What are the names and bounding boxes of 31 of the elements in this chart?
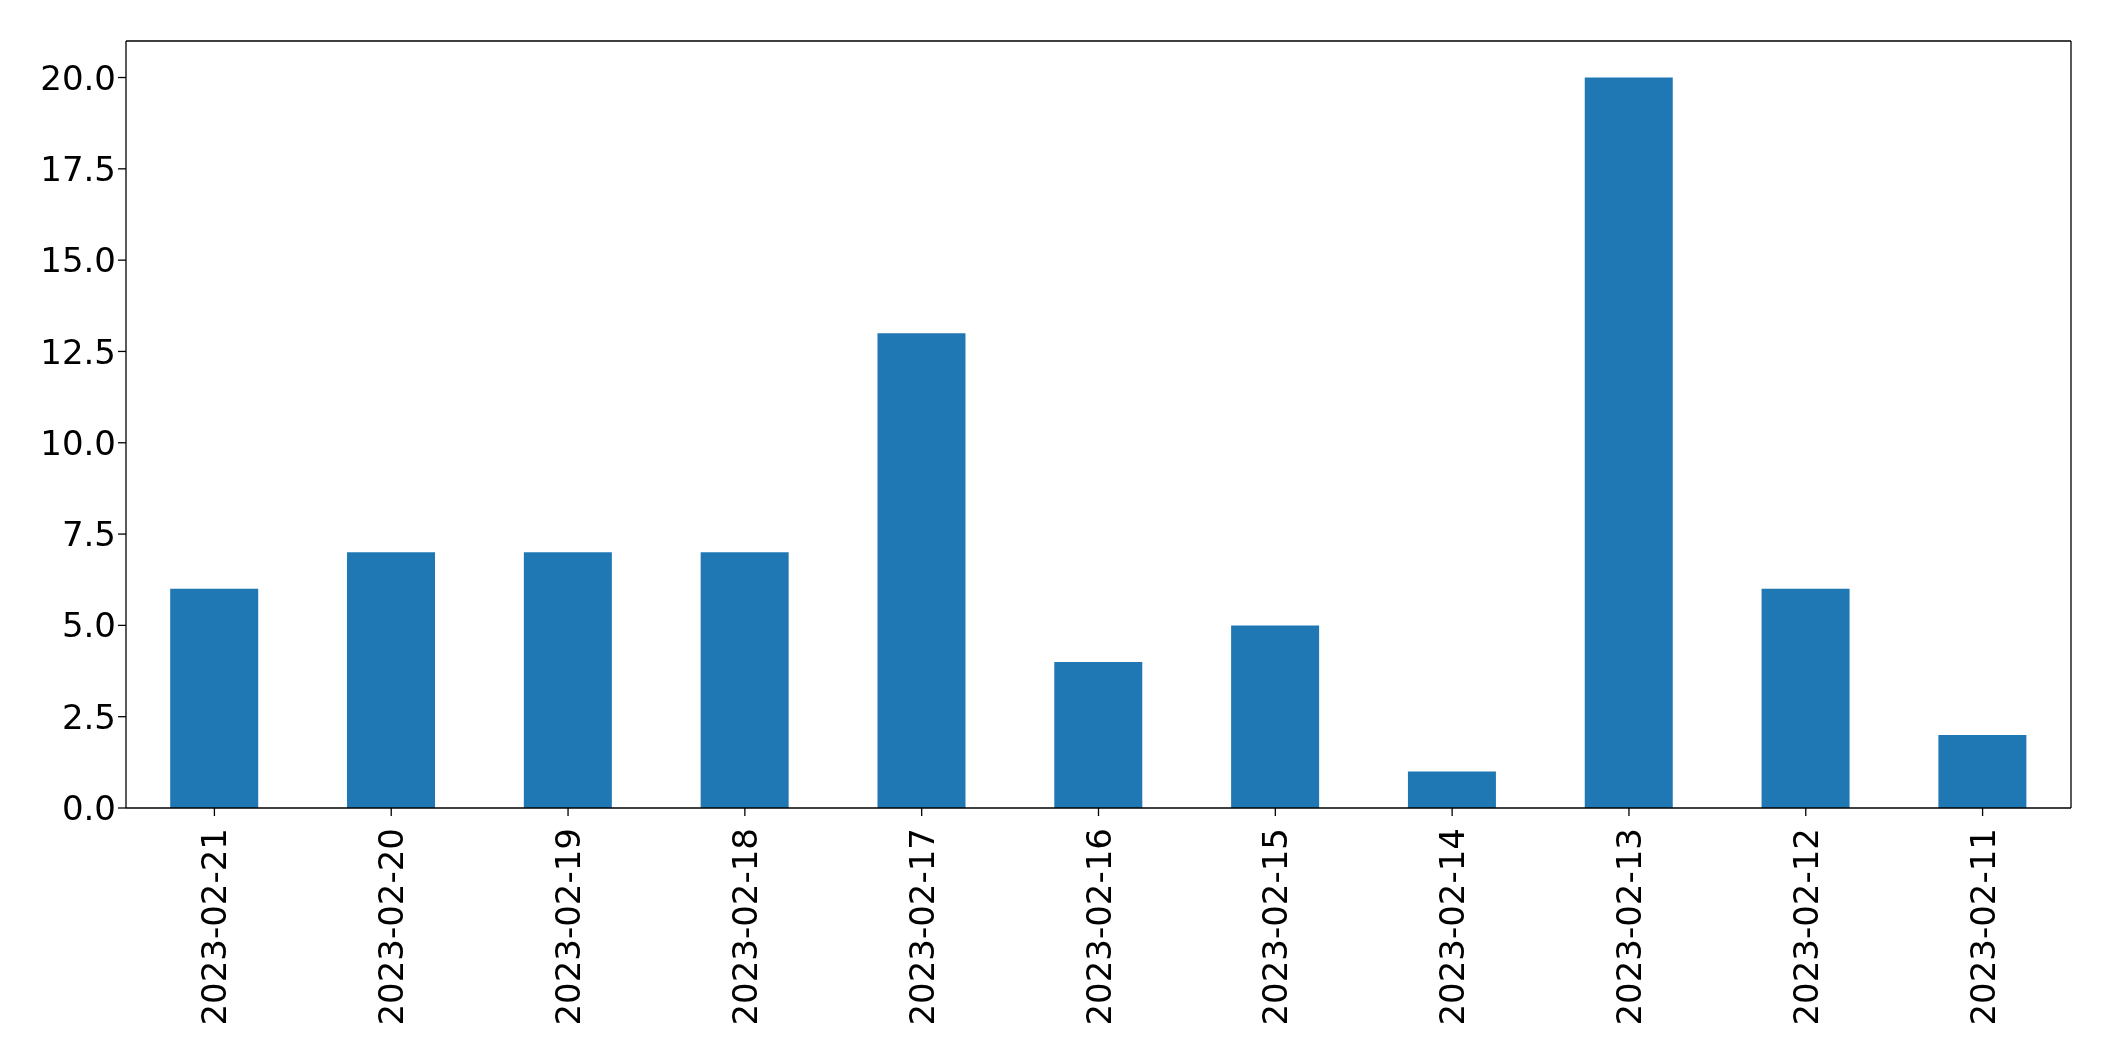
bar — [1231, 625, 1320, 808]
bar — [1938, 734, 2027, 808]
y-tick-label: 15.0 — [40, 240, 116, 281]
bar — [700, 552, 789, 808]
bar — [877, 333, 966, 808]
x-tick-label: 2023-02-20 — [371, 828, 412, 1026]
x-tick-label: 2023-02-13 — [1608, 828, 1649, 1026]
y-tick-label: 17.5 — [40, 148, 116, 189]
x-tick-label: 2023-02-17 — [901, 828, 942, 1026]
x-tick-label: 2023-02-18 — [724, 828, 765, 1026]
bar — [1761, 588, 1850, 808]
bar — [347, 552, 436, 808]
bar — [523, 552, 612, 808]
y-tick-label: 10.0 — [40, 422, 116, 463]
x-tick-label: 2023-02-21 — [194, 828, 235, 1026]
x-tick-label: 2023-02-11 — [1962, 828, 2003, 1026]
x-tick-label: 2023-02-15 — [1255, 828, 1296, 1026]
y-tick-label: 7.5 — [61, 514, 116, 555]
x-tick-label: 2023-02-19 — [548, 828, 589, 1026]
x-tick-label: 2023-02-16 — [1078, 828, 1119, 1026]
y-tick-label: 12.5 — [40, 331, 116, 372]
bar — [1584, 77, 1673, 808]
x-tick-label: 2023-02-14 — [1432, 828, 1473, 1026]
y-tick-label: 20.0 — [40, 57, 116, 98]
y-tick-label: 2.5 — [61, 696, 116, 737]
y-tick-label: 5.0 — [61, 605, 116, 646]
bar — [170, 588, 259, 808]
y-tick-label: 0.0 — [61, 788, 116, 829]
bar — [1407, 771, 1496, 808]
bar — [1054, 661, 1143, 808]
x-tick-label: 2023-02-12 — [1785, 828, 1826, 1026]
